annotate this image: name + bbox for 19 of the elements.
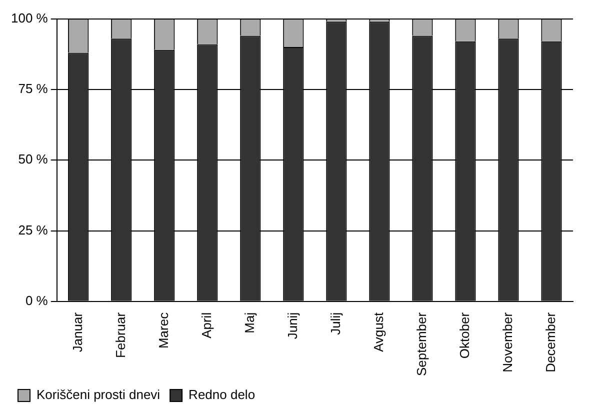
legend-label: Koriščeni prosti dnevi xyxy=(36,387,160,402)
x-tick-label: Julij xyxy=(328,312,344,335)
x-tick-label: Oktober xyxy=(457,312,472,359)
x-tick-label: Avgust xyxy=(371,312,386,352)
y-tick-label: 50 % xyxy=(18,152,48,167)
x-tick-label: Marec xyxy=(156,312,171,349)
x-tick-label: September xyxy=(414,312,430,376)
y-tick-label: 0 % xyxy=(25,292,48,308)
y-tick-label: 100 % xyxy=(10,10,48,26)
legend-label: Redno delo xyxy=(188,387,256,402)
x-tick-label: April xyxy=(198,312,214,338)
x-tick-label: November xyxy=(500,312,516,372)
y-tick-label: 75 % xyxy=(18,81,48,96)
x-tick-label: December xyxy=(543,312,558,372)
x-tick-label: Maj xyxy=(242,312,257,334)
x-tick-label: Februar xyxy=(112,312,128,358)
y-tick-label: 25 % xyxy=(18,222,48,238)
x-tick-label: Januar xyxy=(70,312,85,352)
x-tick-label: Junij xyxy=(285,312,300,340)
